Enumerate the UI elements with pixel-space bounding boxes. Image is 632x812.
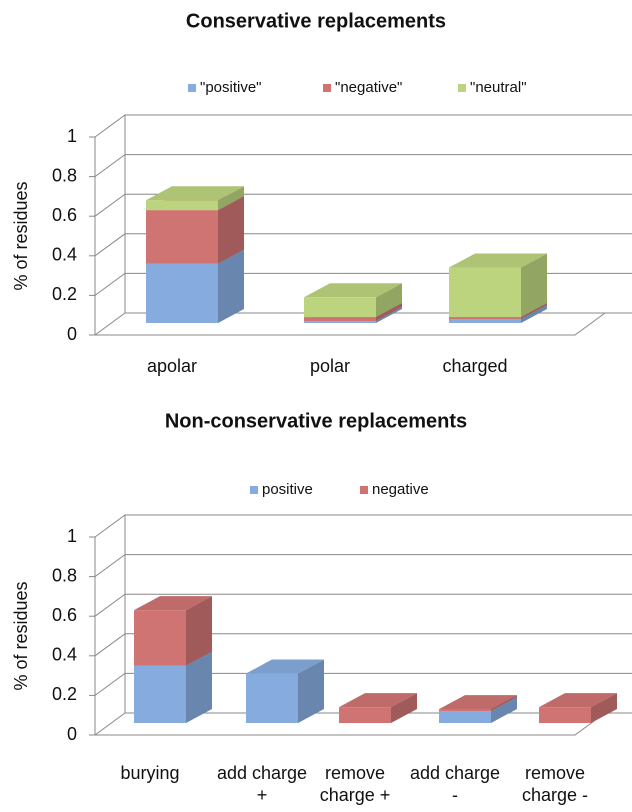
legend-label: "neutral" [470, 79, 527, 96]
legend-swatch [188, 84, 196, 92]
grid-line [94, 593, 632, 617]
legend-swatch [323, 84, 331, 92]
y-tick-label: 0.8 [52, 565, 77, 585]
bar-side [376, 283, 402, 318]
bar-top [134, 596, 212, 611]
x-tick-label: polar [309, 356, 351, 376]
x-tick-label: apolar [146, 356, 198, 376]
grid-line [94, 514, 632, 538]
legend-swatch [458, 84, 466, 92]
y-tick-label: 0.6 [52, 605, 77, 625]
grid-line [94, 154, 632, 178]
bar-side [186, 596, 212, 666]
bar-top [304, 283, 402, 298]
grid-line [94, 233, 632, 257]
bar-top [539, 693, 617, 708]
x-tick-label: remove charge - [521, 763, 589, 805]
bar-side [391, 693, 417, 723]
x-tick-label: burying [120, 763, 180, 783]
y-axis-label: % of residues [11, 581, 31, 690]
bar-front [304, 321, 376, 323]
y-tick-label: 0.8 [52, 165, 77, 185]
bar-front [134, 610, 186, 666]
chart-title: Non-conservative replacements [165, 410, 467, 432]
grid-line [94, 672, 632, 696]
y-tick-label: 0 [67, 724, 77, 744]
bar-front [246, 673, 298, 723]
x-tick-label: charged [442, 356, 508, 376]
bar-side [376, 303, 402, 322]
bar-side [491, 697, 517, 723]
bar-front [134, 665, 186, 723]
legend-swatch [360, 486, 368, 494]
bar-front [439, 709, 491, 712]
bar-side [298, 659, 324, 723]
bar-front [304, 297, 376, 318]
y-tick-label: 0.6 [52, 205, 77, 225]
bar-top [449, 253, 547, 268]
bar-front [439, 711, 491, 723]
bar-front [449, 267, 521, 318]
bar-front [146, 200, 218, 211]
bar-side [218, 196, 244, 264]
grid-line [94, 193, 632, 217]
bar-front [146, 263, 218, 323]
bar-side [521, 305, 547, 323]
bar-front [339, 707, 391, 723]
bar-side [491, 695, 517, 712]
legend-label: "positive" [200, 79, 262, 96]
x-tick-label: add charge + [216, 763, 308, 805]
bar-side [521, 253, 547, 318]
grid-line [94, 554, 632, 578]
bar-side [186, 651, 212, 723]
bar-top [339, 693, 417, 708]
bar-top [146, 186, 244, 201]
chart-title: Conservative replacements [186, 10, 446, 32]
legend-label: negative [372, 481, 429, 498]
x-tick-label: remove charge + [319, 763, 391, 805]
grid-line [94, 633, 632, 657]
x-tick-label: add charge - [409, 763, 501, 805]
bar-front [449, 319, 521, 323]
bar-side [218, 249, 244, 323]
y-tick-label: 0.4 [52, 245, 77, 265]
bar-side [376, 307, 402, 323]
bar-side [591, 693, 617, 723]
floor-edge [95, 312, 606, 336]
y-tick-label: 0 [67, 324, 77, 344]
bar-front [146, 210, 218, 264]
bar-front [449, 317, 521, 320]
grid-line [94, 114, 632, 138]
bar-side [521, 303, 547, 320]
legend-label: positive [262, 481, 313, 498]
y-tick-label: 0.2 [52, 684, 77, 704]
bar-top [246, 659, 324, 674]
y-tick-label: 1 [67, 526, 77, 546]
y-tick-label: 0.2 [52, 284, 77, 304]
y-axis-label: % of residues [11, 181, 31, 290]
legend-label: "negative" [335, 79, 402, 96]
legend-swatch [250, 486, 258, 494]
bar-front [539, 707, 591, 723]
bar-side [218, 186, 244, 211]
bar-top [439, 695, 517, 710]
y-tick-label: 1 [67, 126, 77, 146]
y-tick-label: 0.4 [52, 645, 77, 665]
bar-front [304, 317, 376, 322]
